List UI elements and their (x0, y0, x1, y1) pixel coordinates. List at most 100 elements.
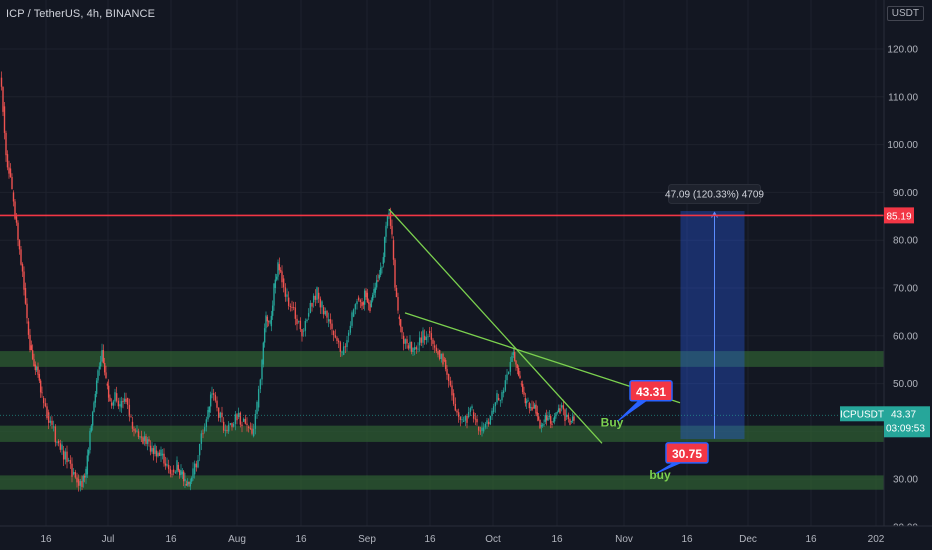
candle-body (83, 475, 86, 478)
candle-body (525, 401, 528, 404)
candle-body (413, 347, 416, 351)
candle-body (559, 408, 561, 414)
candle-body (377, 280, 379, 282)
candle-body (494, 402, 497, 407)
candle-body (91, 412, 94, 426)
symbol-title: ICP / TetherUS, 4h, BINANCE (6, 8, 156, 20)
candle-body (497, 397, 500, 401)
candle-body (269, 321, 271, 323)
candle-body (347, 332, 350, 336)
candle-body (516, 364, 519, 368)
candle-body (35, 366, 38, 371)
candle-body (521, 383, 524, 393)
candle-body (232, 423, 235, 427)
candle-body (198, 443, 201, 456)
candle-body (398, 316, 401, 320)
candle-body (211, 393, 213, 395)
currency-label[interactable]: USDT (886, 6, 924, 21)
candle-body (99, 361, 102, 367)
candle-body (267, 321, 270, 323)
candle-body (69, 460, 72, 464)
candle-body (119, 404, 121, 407)
candle-body (540, 425, 543, 427)
candle-body (415, 347, 418, 350)
candle-body (399, 319, 402, 327)
candle-body (259, 379, 262, 390)
candle-body (486, 420, 488, 424)
candle-body (309, 303, 312, 314)
candle-body (535, 404, 537, 414)
candle-body (492, 406, 495, 413)
candle-body (192, 468, 194, 478)
candle-body (178, 470, 181, 476)
candle-body (29, 334, 31, 351)
candle-body (528, 402, 531, 409)
price-axis: 120.00 110.00 100.00 90.00 80.00 70.00 60.00 50… (840, 0, 932, 550)
candle-body (443, 359, 446, 361)
candle-body (182, 471, 185, 482)
candle-body (312, 295, 315, 303)
candle-body (412, 347, 414, 353)
support-zone (0, 425, 884, 442)
candle-body (555, 412, 557, 417)
candle-body (271, 305, 274, 316)
time-axis-tick-label: Jul (102, 534, 115, 545)
candle-body (155, 450, 158, 457)
target-range-label-bg (668, 184, 761, 205)
candle-body (236, 414, 238, 421)
candle-body (383, 236, 386, 258)
candle-body (299, 320, 302, 330)
candle-body (294, 307, 297, 319)
candle-body (47, 412, 50, 423)
candle-body (263, 328, 266, 343)
candle-body (54, 426, 57, 443)
time-axis-bg (0, 526, 932, 550)
candle-body (77, 479, 80, 486)
candle-body (284, 287, 287, 297)
candle-body (356, 301, 358, 305)
price-axis-tick-label: 70.00 (893, 284, 918, 295)
candle-body (161, 453, 164, 456)
candle-body (481, 427, 483, 431)
candle-body (136, 430, 138, 432)
candle-body (432, 339, 434, 344)
candle-body (527, 400, 529, 402)
candle-body (87, 450, 90, 456)
candle-body (519, 375, 521, 379)
candle-body (363, 290, 366, 305)
candle-body (189, 481, 192, 487)
candle-body (307, 313, 310, 317)
candle-body (86, 455, 89, 475)
time-axis-tick-label: 16 (424, 534, 436, 545)
candle-body (252, 428, 255, 437)
candles (0, 71, 575, 492)
candle-body (246, 423, 248, 425)
candle-body (359, 300, 362, 303)
candle-body (422, 330, 424, 343)
candle-body (417, 348, 419, 350)
candle-body (17, 222, 19, 240)
candle-body (67, 460, 70, 461)
candle-body (93, 402, 95, 413)
candle-body (30, 345, 33, 351)
current-price-label: 43.37 (891, 409, 916, 420)
candle-body (190, 477, 193, 482)
candle-body (321, 301, 323, 308)
candle-body (509, 361, 512, 372)
candle-body (274, 279, 277, 288)
time-axis-tick-label: Nov (615, 534, 633, 545)
candle-body (373, 289, 375, 295)
candle-body (107, 385, 110, 398)
price-axis-tick-label: 60.00 (893, 331, 918, 342)
candle-body (266, 316, 269, 322)
candle-body (292, 307, 295, 308)
candle-body (389, 211, 392, 226)
candle-body (82, 475, 85, 482)
candle-body (76, 477, 78, 483)
candle-body (21, 264, 24, 272)
candle-body (342, 346, 345, 355)
candle-body (536, 412, 539, 417)
candle-body (476, 419, 478, 423)
